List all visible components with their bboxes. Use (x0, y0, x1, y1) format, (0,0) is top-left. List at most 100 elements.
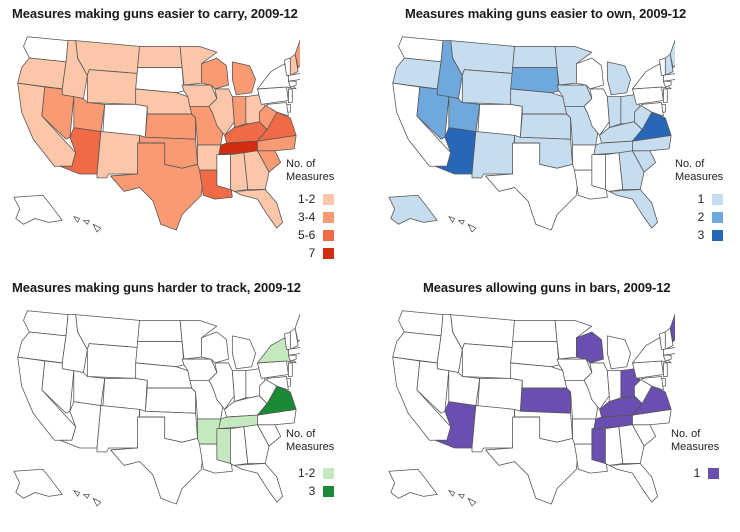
state-md (641, 376, 664, 391)
state-ak (388, 194, 438, 225)
state-nv (41, 360, 75, 414)
legend-swatch (708, 467, 720, 479)
state-ms (216, 428, 231, 464)
state-nd (137, 320, 183, 343)
state-sd (510, 67, 560, 94)
state-tx (110, 416, 204, 505)
state-ma (663, 347, 675, 356)
legend-swatch (323, 485, 335, 497)
state-ms (216, 154, 231, 190)
state-nd (137, 46, 183, 69)
legend-label: 1-2 (297, 466, 316, 480)
legend-item: 3 (675, 226, 724, 244)
state-wi (201, 57, 229, 90)
map-title: Measures making guns easier to carry, 20… (12, 6, 298, 21)
legend-rows: 1 2 3 (675, 190, 724, 244)
legend-swatch (323, 193, 335, 205)
state-ks (519, 113, 571, 140)
legend: No. of Measures 1 (671, 428, 720, 482)
legend: No. of Measures 1-2 3-4 5-6 7 (286, 158, 335, 262)
state-nd (512, 320, 558, 343)
us-map (13, 36, 300, 233)
state-ak (13, 468, 63, 499)
state-nm (471, 405, 515, 453)
state-ma (288, 73, 300, 82)
state-me (294, 313, 300, 343)
legend-swatch (323, 467, 335, 479)
state-md (266, 376, 289, 391)
legend: No. of Measures 1 2 3 (675, 158, 724, 244)
state-sd (135, 341, 185, 368)
state-nm (96, 405, 140, 453)
state-ga (243, 424, 270, 464)
state-al (605, 426, 624, 466)
state-wy (461, 343, 513, 379)
legend-title: No. of Measures (671, 428, 720, 453)
map-title: Measures making guns easier to own, 2009… (405, 6, 687, 21)
legend-rows: 1 (671, 464, 720, 482)
state-nj (288, 362, 293, 377)
state-il (208, 362, 235, 410)
state-wy (86, 69, 138, 105)
state-il (583, 88, 610, 136)
state-nh (289, 327, 299, 350)
legend-item: 2 (675, 208, 724, 226)
state-ct (663, 80, 672, 88)
state-ct (288, 354, 297, 362)
legend-swatch (712, 193, 724, 205)
legend-label: 1 (693, 466, 701, 480)
legend-item: 1-2 (286, 190, 335, 208)
state-md (641, 102, 664, 117)
state-wv (259, 104, 278, 130)
legend-label: 1 (697, 192, 705, 206)
state-ks (144, 387, 196, 414)
state-in (606, 370, 622, 402)
legend-item: 3 (286, 482, 335, 500)
state-ks (519, 387, 571, 414)
map-title: Measures allowing guns in bars, 2009-12 (423, 280, 671, 295)
state-nv (416, 360, 450, 414)
state-mi (606, 335, 631, 370)
state-mi (606, 61, 631, 96)
legend-label: 2 (697, 210, 705, 224)
legend-swatch (712, 229, 724, 241)
state-md (266, 102, 289, 117)
state-hi (448, 216, 477, 233)
state-il (208, 88, 235, 136)
state-in (606, 96, 622, 128)
legend-item: 5-6 (286, 226, 335, 244)
state-mt (450, 314, 515, 350)
state-nd (512, 46, 558, 69)
state-wv (634, 104, 653, 130)
map-panel-track: Measures making guns harder to track, 20… (10, 280, 370, 532)
state-mi (231, 335, 256, 370)
legend-label: 7 (308, 246, 316, 260)
state-ma (288, 347, 300, 356)
legend-swatch (323, 247, 335, 259)
state-fl (233, 463, 283, 503)
state-nh (289, 53, 299, 76)
state-al (230, 426, 249, 466)
legend-label: 5-6 (297, 228, 316, 242)
state-fl (608, 463, 658, 503)
legend-label: 3 (308, 484, 316, 498)
state-ks (144, 113, 196, 140)
legend-swatch (323, 229, 335, 241)
state-wv (634, 378, 653, 404)
state-mt (75, 314, 140, 350)
map-panel-carry: Measures making guns easier to carry, 20… (10, 6, 370, 260)
state-mt (75, 40, 140, 76)
state-pa (632, 360, 664, 379)
us-map (13, 310, 300, 507)
state-pa (632, 86, 664, 105)
map-title: Measures making guns harder to track, 20… (12, 280, 301, 295)
state-ma (663, 73, 675, 82)
state-ct (288, 80, 297, 88)
state-wi (576, 57, 604, 90)
state-pa (257, 86, 289, 105)
legend: No. of Measures 1-2 3 (286, 428, 335, 500)
state-wi (576, 331, 604, 364)
state-hi (448, 490, 477, 507)
legend-label: 1-2 (297, 192, 316, 206)
state-tx (485, 142, 579, 231)
